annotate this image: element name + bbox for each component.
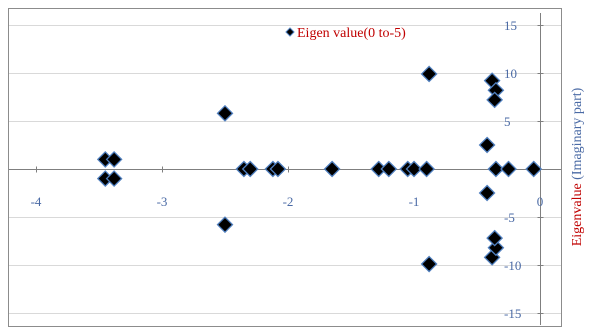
y-tick-label-1: 10: [504, 66, 517, 81]
data-point-0-17: [420, 255, 438, 273]
data-point-0-27: [500, 160, 517, 178]
x-tick-label-2: -2: [283, 194, 294, 209]
data-point-0-4: [216, 104, 234, 122]
data-point-0-7: [241, 160, 259, 178]
data-point-0-19: [478, 184, 496, 202]
data-point-0-18: [478, 136, 496, 154]
data-point-0-5: [216, 216, 234, 234]
legend-marker-diamond: [285, 27, 295, 37]
x-tick-label-3: -1: [409, 194, 420, 209]
y-axis-label: Eigenvalue (Imaginary part): [570, 87, 585, 246]
data-point-0-1: [105, 150, 123, 168]
data-points: [96, 65, 543, 273]
y-tick-label-2: 5: [504, 114, 511, 129]
data-point-0-28: [525, 160, 543, 178]
legend: Eigen value(0 to-5): [285, 26, 406, 41]
data-point-0-16: [420, 65, 438, 83]
y-tick-label-4: -5: [504, 210, 515, 225]
y-tick-label-5: -10: [504, 258, 521, 273]
data-point-0-3: [105, 170, 123, 188]
data-point-0-26: [487, 160, 505, 178]
data-point-0-14: [405, 160, 423, 178]
data-point-0-22: [486, 91, 504, 109]
data-point-0-25: [486, 229, 504, 247]
y-tick-label-0: 15: [504, 18, 517, 33]
y-tick-labels: 151050-5-10-15: [504, 18, 521, 321]
data-point-0-9: [269, 160, 287, 178]
data-point-0-12: [380, 160, 398, 178]
x-tick-label-0: -4: [31, 194, 42, 209]
gridlines: [9, 25, 561, 314]
x-tick-label-4: 0: [537, 194, 544, 209]
legend-entry: Eigen value(0 to-5): [297, 26, 406, 41]
x-tick-labels: -4 -3 -2 -1 0: [31, 194, 544, 209]
y-axis-label-part2: (Imaginary part): [570, 87, 585, 183]
chart-area-border: [8, 8, 562, 327]
y-tick-label-6: -15: [504, 306, 521, 321]
x-tick-label-1: -3: [157, 194, 168, 209]
data-point-0-10: [323, 160, 341, 178]
data-point-0-15: [418, 160, 436, 178]
y-axis-label-part1: Eigenvalue: [570, 183, 585, 246]
